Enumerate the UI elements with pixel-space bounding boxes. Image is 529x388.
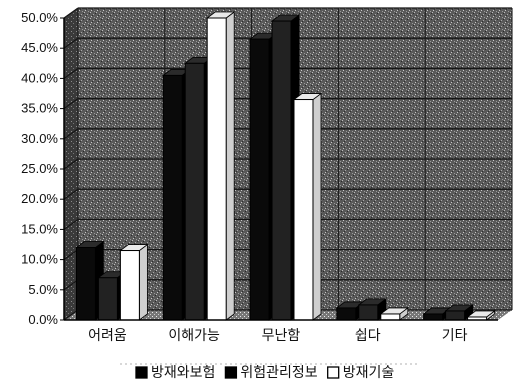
- y-tick-label: 15.0%: [21, 221, 58, 236]
- gridline-side: [63, 309, 79, 321]
- bar-front: [293, 99, 314, 321]
- x-tick-label: 어려움: [88, 328, 127, 344]
- gridline-side: [63, 218, 79, 230]
- x-tick-label: 쉽다: [355, 328, 381, 344]
- gridline-side: [63, 7, 79, 19]
- bar-front: [206, 17, 227, 321]
- gridline-side: [63, 128, 79, 140]
- bar-front: [184, 62, 205, 321]
- bar-front: [75, 247, 96, 321]
- bars: [75, 11, 496, 321]
- y-tick-label: 45.0%: [21, 40, 58, 55]
- gridline-side: [63, 98, 79, 110]
- legend-swatch: [135, 366, 148, 379]
- gridline-side: [63, 188, 79, 200]
- y-tick-label: 30.0%: [21, 131, 58, 146]
- bar: [205, 11, 236, 321]
- legend-label: 위험관리정보: [240, 365, 317, 381]
- y-tick-label: 20.0%: [21, 191, 58, 206]
- x-tick-label: 이해가능: [168, 328, 220, 344]
- bar-front: [336, 307, 357, 321]
- y-tick-label: 40.0%: [21, 70, 58, 85]
- bar-front: [162, 74, 183, 321]
- bar: [119, 243, 149, 321]
- bar: [292, 92, 323, 321]
- legend-swatch: [224, 366, 238, 379]
- bar-front: [358, 304, 379, 321]
- bar-side: [312, 92, 322, 321]
- gridline-side: [63, 249, 79, 261]
- axes: 0.0% 5.0% 10.0% 15.0% 20.0% 25.0% 30.0% 35.0% 40…: [21, 10, 498, 344]
- bar-side: [138, 243, 148, 321]
- bar-front: [380, 313, 401, 321]
- bar-front: [423, 313, 444, 321]
- bar: [444, 304, 474, 321]
- gridline-side: [63, 158, 79, 170]
- x-tick-label: 기타: [442, 328, 468, 344]
- y-tick-label: 35.0%: [21, 101, 58, 116]
- bar-front: [97, 277, 118, 321]
- x-tick-label: 무난함: [262, 328, 301, 344]
- legend-swatch: [327, 366, 340, 379]
- y-tick-label: 5.0%: [28, 282, 58, 297]
- bar-front: [249, 38, 270, 321]
- gridline-side: [63, 67, 79, 79]
- y-tick-label: 10.0%: [21, 252, 58, 267]
- bar-front: [271, 20, 292, 321]
- y-tick-label: 50.0%: [21, 10, 58, 25]
- legend-label: 방재기술: [343, 365, 395, 381]
- legend-label: 방재와보험: [151, 365, 215, 381]
- legend: 방재와보험 위험관리정보 방재기술: [120, 363, 420, 381]
- y-tick-label: 0.0%: [28, 312, 58, 327]
- gridline-side: [63, 279, 79, 291]
- bar: [466, 310, 496, 321]
- bar-side: [225, 11, 235, 321]
- gridline-side: [63, 37, 79, 49]
- bar-front: [445, 310, 466, 321]
- bar-front: [119, 250, 140, 321]
- bar: [379, 307, 409, 321]
- y-tick-label: 25.0%: [21, 161, 58, 176]
